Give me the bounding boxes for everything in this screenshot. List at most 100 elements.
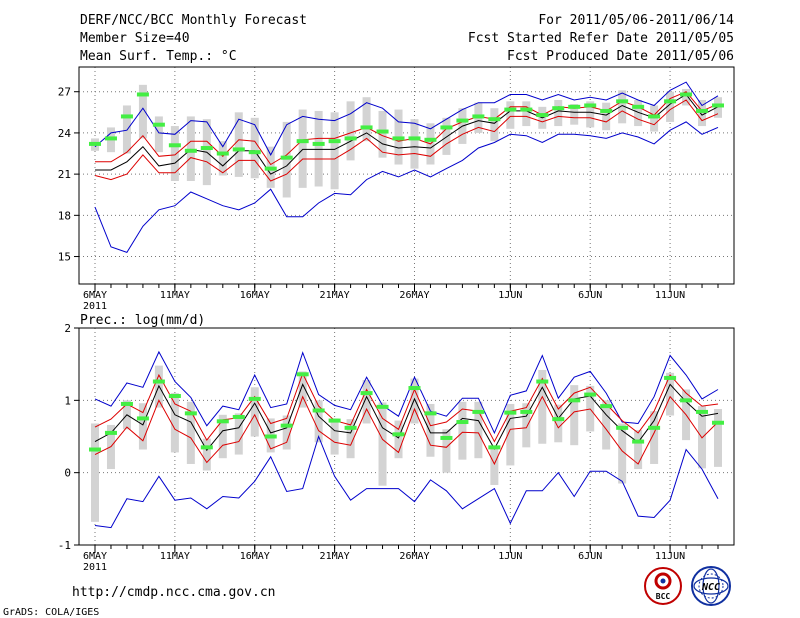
grads-credit: GrADS: COLA/IGES [3, 607, 99, 618]
member-box [394, 420, 403, 459]
mean-line [94, 383, 719, 452]
started-date: Fcst Started Refer Date 2011/05/05 [468, 31, 734, 46]
x-tick-label: 1JUN [498, 551, 522, 562]
member-box [250, 117, 259, 179]
median-marker [392, 432, 405, 437]
median-marker [520, 409, 533, 414]
y-tick-label: 27 [58, 86, 71, 99]
y-tick-label: 2 [64, 322, 71, 335]
median-marker [712, 103, 724, 108]
member-box [618, 423, 627, 484]
median-marker [392, 136, 405, 141]
member-box [522, 403, 531, 448]
member-box [490, 445, 499, 485]
x-tick-label: 11MAY [160, 290, 190, 301]
member-box [186, 401, 195, 464]
upper-spread-line [95, 91, 719, 166]
median-marker [136, 416, 149, 421]
median-marker [504, 107, 517, 112]
member-box [618, 90, 627, 124]
median-marker [216, 419, 229, 424]
median-marker [552, 106, 565, 111]
member-box [218, 414, 227, 459]
median-marker [536, 379, 549, 384]
x-tick-label: 21MAY [320, 551, 350, 562]
member-box [698, 99, 707, 127]
median-marker [552, 417, 565, 422]
median-marker [328, 418, 341, 423]
median-marker [168, 143, 181, 148]
median-marker [600, 404, 613, 409]
median-marker [632, 439, 645, 444]
median-marker [488, 117, 501, 122]
median-marker [280, 423, 293, 428]
member-box [330, 112, 339, 190]
median-marker [680, 398, 693, 403]
median-marker [328, 139, 341, 144]
member-box [458, 401, 467, 460]
median-marker [408, 136, 421, 141]
member-box [442, 429, 451, 473]
member-box [666, 91, 675, 122]
median-marker [568, 398, 581, 403]
ncc-logo-text: NCC [701, 582, 720, 593]
median-marker [104, 136, 117, 141]
x-tick-label: 21MAY [320, 290, 350, 301]
forecast-period: For 2011/05/06-2011/06/14 [538, 13, 734, 28]
member-box [506, 403, 515, 466]
member-box [426, 403, 435, 457]
member-box [346, 419, 355, 459]
member-box [666, 372, 675, 416]
member-box [522, 101, 531, 127]
member-box [506, 101, 515, 129]
produced-date: Fcst Produced Date 2011/05/06 [507, 49, 734, 64]
member-box [554, 404, 563, 443]
member-box [314, 400, 323, 443]
plot-frame [78, 327, 735, 546]
member-box [682, 88, 691, 106]
median-marker [664, 375, 677, 380]
x-tick-label: 26MAY [399, 290, 429, 301]
member-box [714, 409, 722, 467]
median-marker [280, 155, 293, 160]
median-marker [664, 99, 677, 104]
member-box [170, 126, 179, 181]
median-marker [376, 129, 389, 134]
median-marker [456, 420, 469, 425]
median-marker [616, 99, 629, 104]
median-marker [248, 150, 261, 155]
x-tick-label: 26MAY [399, 551, 429, 562]
median-marker [232, 414, 245, 419]
y-tick-label: 0 [64, 467, 71, 480]
mean-line [95, 93, 719, 175]
median-marker [120, 114, 133, 119]
member-box [378, 402, 387, 486]
x-tick-label: 16MAY [240, 551, 270, 562]
member-box [538, 369, 547, 444]
median-marker [648, 425, 661, 430]
member-box [490, 108, 499, 142]
x-tick-label: 11JUN [655, 290, 685, 301]
median-marker [104, 430, 117, 435]
member-box [570, 385, 579, 446]
member-box [234, 413, 243, 455]
y-tick-label: 1 [64, 394, 71, 407]
member-box [634, 99, 643, 127]
min-line [94, 434, 719, 529]
max-line [94, 81, 719, 156]
median-marker [248, 396, 261, 401]
median-marker [568, 104, 581, 109]
x-tick-label: 11MAY [160, 551, 190, 562]
member-box [442, 117, 451, 155]
chart-title: DERF/NCC/BCC Monthly Forecast [80, 13, 307, 28]
median-marker [712, 420, 724, 425]
member-box [91, 423, 99, 522]
member-box [202, 438, 211, 471]
footer-url[interactable]: http://cmdp.ncc.cma.gov.cn [72, 585, 276, 600]
median-marker [488, 445, 501, 450]
median-marker [472, 409, 485, 414]
median-marker [312, 408, 325, 413]
x-tick-label: 6MAY [83, 551, 107, 562]
